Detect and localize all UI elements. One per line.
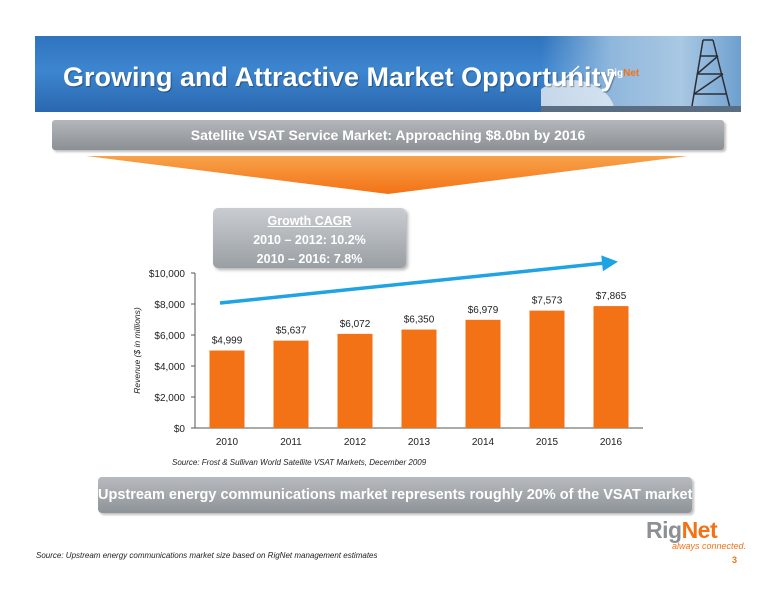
rig-tower-icon	[527, 39, 741, 112]
page-title: Growing and Attractive Market Opportunit…	[63, 62, 616, 92]
bar-value-label: $4,999	[212, 336, 243, 347]
bar-value-label: $7,573	[532, 296, 563, 307]
bar-2014	[465, 319, 501, 428]
trend-arrow-line	[219, 261, 606, 305]
trend-arrow-head	[601, 255, 618, 272]
funnel-triangle	[86, 156, 688, 194]
y-tick-label: $0	[174, 424, 186, 435]
x-tick-label: 2011	[280, 437, 302, 448]
bar-value-label: $7,865	[596, 291, 627, 302]
cagr-heading: Growth CAGR	[267, 214, 352, 228]
revenue-bar-chart: $0 $2,000 $4,000 $6,000 $8,000 $10,000 Revenue…	[132, 255, 643, 448]
bar-2010	[209, 350, 245, 428]
bar-2011	[273, 340, 309, 428]
bar-2012	[337, 333, 373, 428]
y-tick-label: $2,000	[154, 393, 185, 404]
y-tick-label: $8,000	[154, 300, 185, 311]
bar-2013	[401, 329, 437, 428]
cagr-line-2: 2010 – 2016: 7.8%	[256, 252, 363, 266]
x-tick-label: 2012	[344, 437, 367, 448]
growth-cagr-box: Growth CAGR 2010 – 2012: 10.2% 2010 – 20…	[213, 208, 406, 268]
rignet-logo: RigNet	[646, 517, 718, 544]
banner-logo-rig: Rig	[607, 68, 624, 79]
y-tick-label: $10,000	[149, 269, 186, 280]
cagr-line-1: 2010 – 2012: 10.2%	[253, 233, 366, 247]
page-number: 3	[732, 555, 738, 565]
banner-logo-net: Net	[623, 68, 640, 79]
bar-value-label: $6,350	[404, 315, 435, 326]
bar-value-label: $6,979	[468, 305, 499, 316]
logo-tagline: always connected.	[672, 541, 747, 551]
bar-2015	[529, 310, 565, 428]
x-tick-label: 2016	[600, 437, 623, 448]
x-tick-label: 2015	[536, 437, 559, 448]
logo-net: Net	[681, 517, 718, 543]
y-tick-label: $4,000	[154, 362, 185, 373]
footer-source: Source: Upstream energy communications m…	[36, 551, 378, 560]
bar-2016	[593, 306, 629, 428]
logo-rig: Rig	[646, 517, 682, 543]
y-tick-label: $6,000	[154, 331, 185, 342]
x-tick-label: 2010	[216, 437, 239, 448]
callout-bar: Upstream energy communications market re…	[98, 477, 692, 513]
subheader-bar: Satellite VSAT Service Market: Approachi…	[52, 120, 724, 150]
bar-value-label: $6,072	[340, 319, 371, 330]
x-tick-label: 2013	[408, 437, 431, 448]
x-tick-label: 2014	[472, 437, 495, 448]
oil-rig-satellite-photo	[527, 36, 741, 112]
bar-value-label: $5,637	[276, 326, 307, 337]
title-banner: Growing and Attractive Market Opportunit…	[35, 36, 741, 112]
y-axis-label: Revenue ($ in millions)	[132, 307, 142, 394]
chart-source: Source: Frost & Sullivan World Satellite…	[172, 458, 427, 467]
banner-logo: RigNet	[607, 68, 639, 79]
